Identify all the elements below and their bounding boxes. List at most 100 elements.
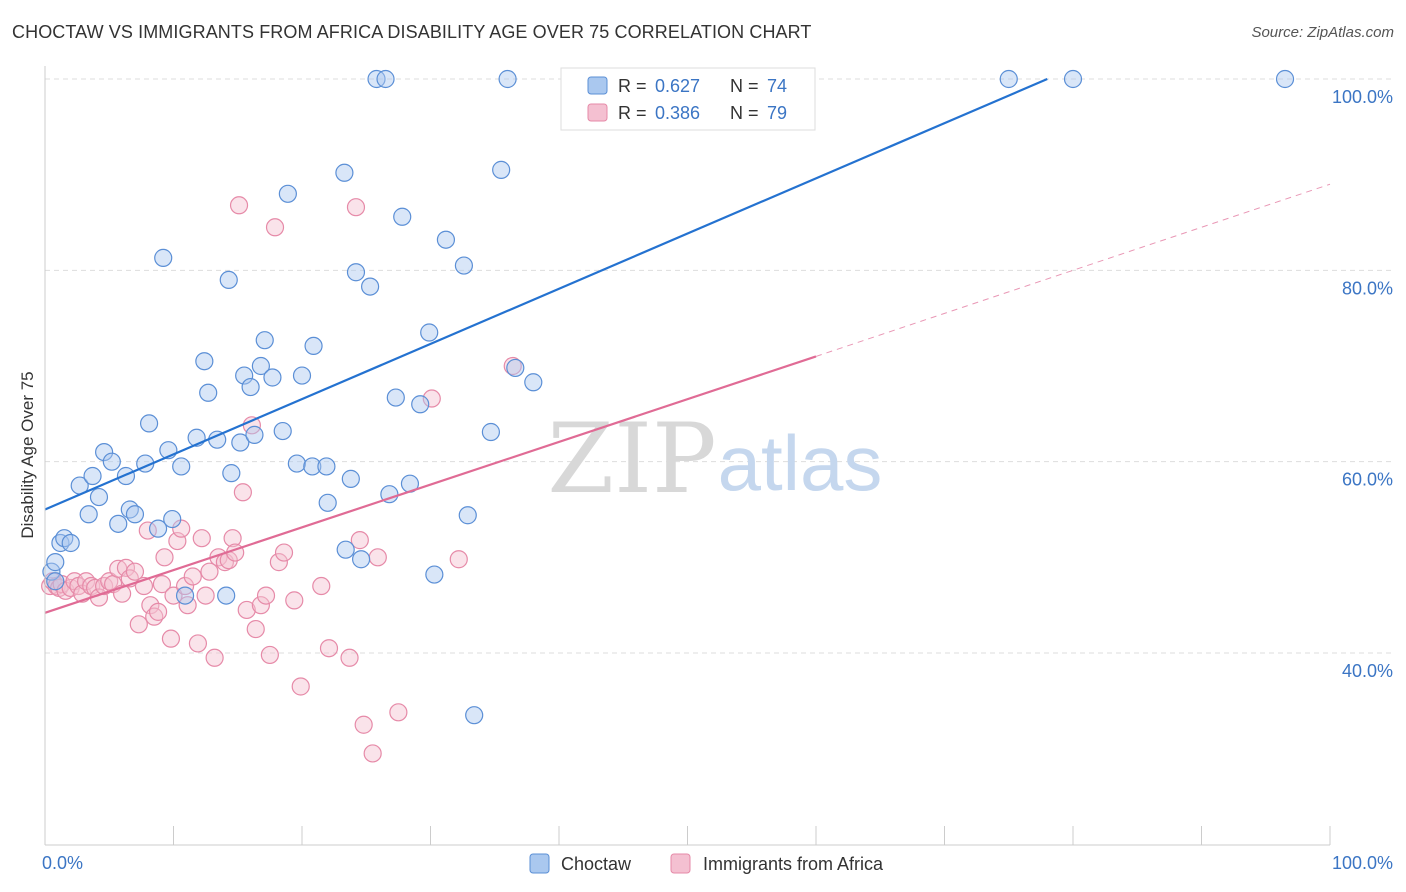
legend-bottom-label-africa: Immigrants from Africa — [703, 854, 884, 874]
africa-point — [205, 648, 224, 667]
choctaw-point — [465, 706, 484, 725]
x-tick-label: 100.0% — [1332, 853, 1393, 873]
choctaw-point — [148, 519, 168, 538]
legend-bottom-swatch-choctaw — [529, 853, 550, 874]
choctaw-point — [255, 331, 274, 350]
choctaw-point — [346, 263, 366, 282]
africa-point — [346, 198, 366, 217]
legend-bottom: Choctaw Immigrants from Africa — [529, 853, 884, 874]
legend-n-label: N = — [730, 76, 759, 96]
legend-top: R = 0.627 N = 74 R = 0.386 N = 79 — [560, 67, 816, 131]
africa-point — [274, 543, 294, 562]
choctaw-point — [172, 457, 191, 476]
y-tick-label: 100.0% — [1332, 87, 1393, 107]
choctaw-point — [318, 493, 337, 512]
choctaw-point — [1063, 69, 1083, 89]
choctaw-point — [79, 505, 98, 524]
choctaw-point — [217, 586, 236, 605]
africa-point — [183, 567, 202, 586]
choctaw-point — [436, 230, 456, 249]
africa-point — [449, 550, 468, 569]
legend-n-value: 74 — [767, 76, 787, 96]
choctaw-point — [199, 383, 218, 402]
choctaw-point — [999, 69, 1018, 89]
choctaw-point — [304, 336, 323, 356]
choctaw-point — [102, 452, 121, 471]
choctaw-point — [46, 553, 65, 572]
africa-point — [175, 576, 195, 596]
africa-point — [260, 645, 279, 665]
choctaw-point — [361, 277, 380, 296]
choctaw-point — [492, 160, 511, 179]
choctaw-point — [139, 414, 159, 433]
africa-point — [196, 586, 215, 605]
africa-point — [116, 558, 136, 577]
africa-point — [223, 529, 242, 548]
choctaw-point — [317, 457, 336, 476]
choctaw-point — [458, 506, 477, 525]
choctaw-point — [376, 69, 395, 89]
choctaw-point — [1275, 69, 1295, 89]
choctaw-point — [411, 395, 430, 414]
africa-point — [152, 575, 172, 594]
legend-r-label: R = — [618, 103, 647, 123]
africa-point — [368, 548, 387, 567]
choctaw-point — [245, 425, 264, 444]
choctaw-point — [287, 454, 306, 473]
choctaw-point — [498, 69, 517, 89]
africa-point — [148, 602, 168, 621]
africa-point — [161, 629, 181, 648]
choctaw-point — [195, 352, 214, 371]
legend-bottom-label-choctaw: Choctaw — [561, 854, 632, 874]
africa-point — [350, 531, 369, 550]
africa-point — [285, 591, 304, 610]
choctaw-point — [42, 562, 61, 581]
choctaw-point — [95, 443, 114, 462]
choctaw-point — [89, 487, 109, 507]
africa-point — [229, 196, 249, 215]
choctaw-point — [109, 514, 128, 533]
legend-bottom-swatch-africa — [670, 853, 691, 874]
trend-line — [44, 77, 1048, 511]
choctaw-point — [506, 358, 525, 378]
choctaw-point — [292, 366, 312, 385]
choctaw-point — [263, 368, 282, 387]
legend-r-value: 0.627 — [655, 76, 700, 96]
choctaw-point — [454, 256, 474, 275]
choctaw-point — [481, 422, 500, 442]
legend-swatch-choctaw — [587, 76, 608, 95]
watermark-atlas: atlas — [718, 419, 883, 507]
africa-point — [340, 648, 359, 667]
choctaw-point — [83, 466, 102, 486]
africa-point — [192, 529, 211, 548]
series-choctaw-points — [42, 69, 1295, 725]
africa-point — [251, 596, 270, 615]
africa-point — [265, 218, 285, 237]
choctaw-point — [163, 509, 182, 529]
grid-layer: 40.0% 60.0% 80.0% 100.0% — [45, 78, 1395, 681]
choctaw-point — [222, 464, 241, 483]
choctaw-point — [341, 469, 360, 488]
africa-point — [389, 703, 408, 722]
africa-point — [237, 600, 256, 620]
choctaw-point — [219, 270, 238, 289]
choctaw-point — [231, 433, 250, 452]
africa-point — [200, 562, 219, 581]
y-tick-label: 80.0% — [1342, 278, 1393, 298]
choctaw-point — [175, 586, 195, 605]
choctaw-point — [273, 421, 292, 441]
legend-swatch-africa — [587, 103, 608, 122]
trend-lines — [44, 77, 1331, 614]
choctaw-point — [61, 533, 80, 553]
choctaw-point — [336, 540, 355, 559]
africa-point — [233, 483, 252, 502]
africa-point — [354, 715, 373, 734]
watermark: ZIP atlas — [547, 403, 882, 515]
choctaw-point — [425, 565, 444, 584]
africa-point — [422, 389, 441, 408]
choctaw-point — [393, 207, 412, 226]
axes: 0.0% 100.0% — [42, 66, 1393, 873]
africa-point — [129, 615, 148, 634]
choctaw-point — [335, 163, 354, 182]
